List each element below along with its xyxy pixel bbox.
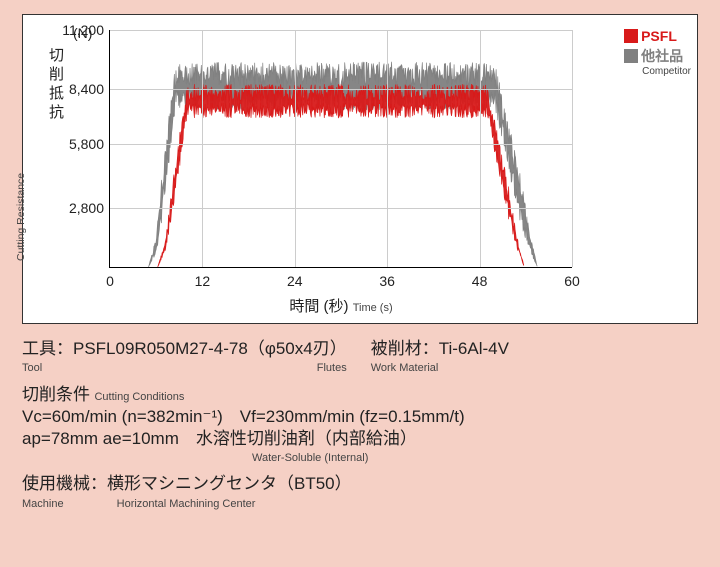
work-group: 被削材：Ti-6Al-4V Work Material — [371, 338, 509, 376]
tool-label: 工具： — [22, 339, 73, 358]
tool-label-en: Tool — [22, 362, 42, 374]
cond-line1: Vc=60m/min (n=382min⁻¹) Vf=230mm/min (fz… — [22, 407, 465, 426]
gridline-h — [110, 89, 572, 90]
gridline-v — [480, 30, 481, 267]
work-label-en: Work Material — [371, 361, 509, 375]
tool-value: PSFL09R050M27-4-78（φ50x4刃） — [73, 339, 347, 358]
legend-item: 他社品 — [624, 46, 691, 66]
tool-group: 工具：PSFL09R050M27-4-78（φ50x4刃） Tool Flute… — [22, 338, 347, 376]
y-axis-label-jp: 切削抵抗 — [45, 47, 66, 123]
cond-line2-en: Water-Soluble (Internal) — [252, 451, 698, 465]
work-value: Ti-6Al-4V — [439, 339, 509, 358]
y-tick-label: 11,200 — [62, 22, 104, 38]
legend-label: PSFL — [641, 28, 677, 44]
info-row-cond: 切削条件 Cutting Conditions Vc=60m/min (n=38… — [22, 384, 698, 465]
legend-swatch — [624, 29, 638, 43]
legend: PSFL 他社品Competitor — [624, 28, 691, 77]
y-tick-label: 5,800 — [69, 136, 104, 152]
machine-sub: Machine Horizontal Machining Center — [22, 497, 698, 511]
plot-area: 時間 (秒) Time (s) 2,8005,8008,40011,200012… — [109, 30, 572, 268]
chart-container: (N) 切削抵抗 Cutting Resistance 時間 (秒) Time … — [22, 14, 698, 324]
x-tick-label: 48 — [472, 273, 488, 289]
cond-label-en: Cutting Conditions — [94, 391, 184, 403]
machine-label-en: Machine — [22, 498, 64, 510]
y-axis-label-en: Cutting Resistance — [15, 173, 27, 261]
tool-sub: Tool Flutes — [22, 361, 347, 375]
cond-line2: ap=78mm ae=10mm 水溶性切削油剤（内部給油） — [22, 429, 417, 448]
y-tick-label: 8,400 — [69, 81, 104, 97]
gridline-h — [110, 30, 572, 31]
legend-label: 他社品 — [641, 46, 683, 66]
x-axis-label-jp: 時間 (秒) — [289, 298, 348, 315]
x-tick-label: 60 — [564, 273, 580, 289]
legend-swatch — [624, 49, 638, 63]
legend-item: PSFL — [624, 28, 691, 44]
cond-label-jp: 切削条件 — [22, 385, 90, 404]
x-tick-label: 12 — [195, 273, 211, 289]
work-label: 被削材： — [371, 339, 439, 358]
gridline-v — [387, 30, 388, 267]
x-tick-label: 0 — [106, 273, 114, 289]
x-tick-label: 24 — [287, 273, 303, 289]
x-axis-label-en: Time (s) — [353, 302, 393, 314]
gridline-h — [110, 144, 572, 145]
x-axis-label: 時間 (秒) Time (s) — [289, 295, 392, 316]
legend-sublabel: Competitor — [642, 66, 691, 77]
machine-label: 使用機械： — [22, 474, 107, 493]
gridline-h — [110, 208, 572, 209]
gridline-v — [295, 30, 296, 267]
info-row-machine: 使用機械：横形マシニングセンタ（BT50） Machine Horizontal… — [22, 473, 698, 511]
machine-value: 横形マシニングセンタ（BT50） — [107, 474, 352, 493]
machine-value-en: Horizontal Machining Center — [117, 498, 256, 510]
series-psfl — [158, 84, 524, 267]
info-row-tool-work: 工具：PSFL09R050M27-4-78（φ50x4刃） Tool Flute… — [22, 338, 698, 376]
tool-value-en: Flutes — [317, 361, 347, 375]
y-tick-label: 2,800 — [69, 200, 104, 216]
gridline-v — [202, 30, 203, 267]
data-svg — [110, 30, 572, 267]
info-block: 工具：PSFL09R050M27-4-78（φ50x4刃） Tool Flute… — [22, 338, 698, 511]
x-tick-label: 36 — [379, 273, 395, 289]
gridline-v — [572, 30, 573, 267]
